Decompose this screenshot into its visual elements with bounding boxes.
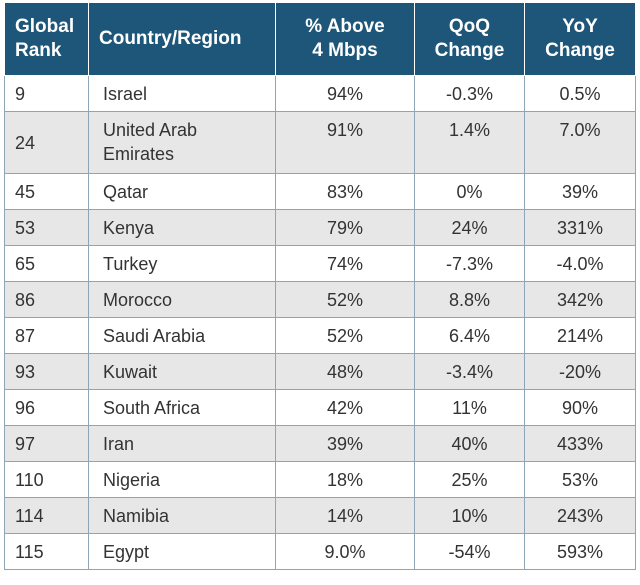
- header-global-rank-line2: Rank: [15, 40, 62, 61]
- pct-cell: 42%: [275, 389, 415, 426]
- pct-cell: 39%: [275, 425, 415, 462]
- pct-cell: 52%: [275, 317, 415, 354]
- rank-cell: 87: [4, 317, 89, 354]
- header-pct-line1: % Above: [305, 16, 385, 37]
- country-cell: Iran: [88, 425, 276, 462]
- header-country-region-label: Country/Region: [99, 28, 242, 49]
- rank-cell: 115: [4, 533, 89, 570]
- pct-cell: 94%: [275, 75, 415, 112]
- table-row: 24 United Arab Emirates 91% 1.4% 7.0%: [4, 111, 636, 174]
- qoq-cell: -54%: [414, 533, 525, 570]
- yoy-cell: -20%: [524, 353, 636, 390]
- pct-cell: 52%: [275, 281, 415, 318]
- qoq-cell: 1.4%: [414, 111, 525, 174]
- table-row: 115 Egypt 9.0% -54% 593%: [4, 533, 636, 570]
- country-cell: Turkey: [88, 245, 276, 282]
- header-row: Global Rank Country/Region % Above 4 Mbp…: [4, 3, 636, 76]
- header-pct-above-4mbps: % Above 4 Mbps: [275, 3, 415, 76]
- qoq-cell: 25%: [414, 461, 525, 498]
- pct-cell: 83%: [275, 173, 415, 210]
- header-country-region: Country/Region: [88, 3, 276, 76]
- qoq-cell: 24%: [414, 209, 525, 246]
- pct-cell: 48%: [275, 353, 415, 390]
- table-row: 65 Turkey 74% -7.3% -4.0%: [4, 245, 636, 282]
- yoy-cell: 593%: [524, 533, 636, 570]
- rank-cell: 96: [4, 389, 89, 426]
- table-row: 9 Israel 94% -0.3% 0.5%: [4, 75, 636, 112]
- qoq-cell: -3.4%: [414, 353, 525, 390]
- yoy-cell: 331%: [524, 209, 636, 246]
- country-cell: Kuwait: [88, 353, 276, 390]
- country-cell: South Africa: [88, 389, 276, 426]
- header-qoq-line2: Change: [434, 40, 505, 61]
- yoy-cell: 7.0%: [524, 111, 636, 174]
- yoy-cell: 214%: [524, 317, 636, 354]
- rank-cell: 93: [4, 353, 89, 390]
- table-row: 97 Iran 39% 40% 433%: [4, 425, 636, 462]
- pct-cell: 74%: [275, 245, 415, 282]
- country-cell: Namibia: [88, 497, 276, 534]
- rank-cell: 114: [4, 497, 89, 534]
- yoy-cell: 342%: [524, 281, 636, 318]
- qoq-cell: 6.4%: [414, 317, 525, 354]
- header-global-rank-line1: Global: [15, 16, 75, 37]
- country-cell: United Arab Emirates: [88, 111, 276, 174]
- country-cell: Kenya: [88, 209, 276, 246]
- rank-cell: 53: [4, 209, 89, 246]
- rank-cell: 45: [4, 173, 89, 210]
- table-row: 96 South Africa 42% 11% 90%: [4, 389, 636, 426]
- country-cell: Egypt: [88, 533, 276, 570]
- table-row: 87 Saudi Arabia 52% 6.4% 214%: [4, 317, 636, 354]
- pct-cell: 14%: [275, 497, 415, 534]
- qoq-cell: 10%: [414, 497, 525, 534]
- rank-cell: 86: [4, 281, 89, 318]
- table-row: 110 Nigeria 18% 25% 53%: [4, 461, 636, 498]
- qoq-cell: 8.8%: [414, 281, 525, 318]
- yoy-cell: 53%: [524, 461, 636, 498]
- qoq-cell: -7.3%: [414, 245, 525, 282]
- country-cell: Israel: [88, 75, 276, 112]
- header-yoy-line2: Change: [545, 40, 615, 61]
- connectivity-table: Global Rank Country/Region % Above 4 Mbp…: [4, 3, 636, 570]
- country-cell: Saudi Arabia: [88, 317, 276, 354]
- table-row: 93 Kuwait 48% -3.4% -20%: [4, 353, 636, 390]
- rank-cell: 9: [4, 75, 89, 112]
- header-global-rank: Global Rank: [4, 3, 89, 76]
- yoy-cell: 243%: [524, 497, 636, 534]
- table-row: 86 Morocco 52% 8.8% 342%: [4, 281, 636, 318]
- country-cell: Qatar: [88, 173, 276, 210]
- yoy-cell: 433%: [524, 425, 636, 462]
- pct-cell: 9.0%: [275, 533, 415, 570]
- header-yoy-change: YoY Change: [524, 3, 636, 76]
- header-yoy-line1: YoY: [562, 16, 598, 37]
- rank-cell: 97: [4, 425, 89, 462]
- country-cell: Morocco: [88, 281, 276, 318]
- header-qoq-change: QoQ Change: [414, 3, 525, 76]
- yoy-cell: -4.0%: [524, 245, 636, 282]
- table-body: 9 Israel 94% -0.3% 0.5% 24 United Arab E…: [4, 75, 636, 570]
- table-header: Global Rank Country/Region % Above 4 Mbp…: [4, 3, 636, 76]
- rank-cell: 24: [4, 111, 89, 174]
- qoq-cell: 0%: [414, 173, 525, 210]
- country-cell: Nigeria: [88, 461, 276, 498]
- table-row: 45 Qatar 83% 0% 39%: [4, 173, 636, 210]
- header-qoq-line1: QoQ: [448, 16, 491, 37]
- rank-cell: 65: [4, 245, 89, 282]
- qoq-cell: -0.3%: [414, 75, 525, 112]
- pct-cell: 18%: [275, 461, 415, 498]
- qoq-cell: 11%: [414, 389, 525, 426]
- pct-cell: 91%: [275, 111, 415, 174]
- rank-cell: 110: [4, 461, 89, 498]
- qoq-cell: 40%: [414, 425, 525, 462]
- header-pct-line2: 4 Mbps: [312, 40, 378, 61]
- table-row: 114 Namibia 14% 10% 243%: [4, 497, 636, 534]
- yoy-cell: 90%: [524, 389, 636, 426]
- pct-cell: 79%: [275, 209, 415, 246]
- data-table-container: Global Rank Country/Region % Above 4 Mbp…: [4, 3, 636, 570]
- yoy-cell: 39%: [524, 173, 636, 210]
- table-row: 53 Kenya 79% 24% 331%: [4, 209, 636, 246]
- yoy-cell: 0.5%: [524, 75, 636, 112]
